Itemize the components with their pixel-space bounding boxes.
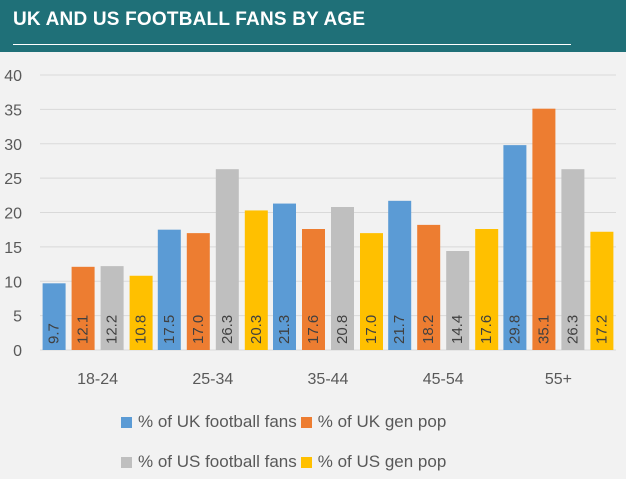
x-tick-label: 35-44 — [308, 371, 349, 388]
data-label: 17.6 — [478, 315, 495, 344]
bar — [71, 266, 95, 350]
bar — [157, 229, 181, 350]
data-label: 18.2 — [420, 315, 437, 344]
bar — [388, 200, 412, 350]
legend-row-2: % of US football fans % of US gen pop — [121, 452, 450, 472]
data-label: 17.6 — [305, 315, 322, 344]
legend-item-uk-genpop: % of UK gen pop — [300, 412, 447, 432]
data-label: 17.2 — [593, 315, 610, 344]
data-label: 9.7 — [46, 323, 63, 344]
bar — [417, 224, 441, 350]
legend-swatch-us-genpop — [300, 456, 312, 468]
bar — [561, 169, 585, 350]
bar — [331, 207, 354, 350]
y-tick-label: 30 — [4, 137, 22, 154]
title-bar: UK AND US FOOTBALL FANS BY AGE — [0, 0, 626, 52]
x-tick-label: 55+ — [545, 371, 572, 388]
bar — [42, 283, 66, 350]
y-tick-label: 25 — [4, 171, 22, 188]
data-label: 20.3 — [248, 315, 265, 344]
legend-item-uk-fans: % of UK football fans — [121, 412, 297, 432]
y-tick-label: 35 — [4, 102, 22, 119]
legend-label-uk-genpop: % of UK gen pop — [317, 412, 447, 431]
bar — [244, 210, 268, 350]
bar — [503, 145, 527, 350]
data-label: 10.8 — [133, 315, 150, 344]
y-tick-label: 5 — [13, 309, 22, 326]
legend-item-us-fans: % of US football fans — [121, 452, 297, 472]
bar — [446, 251, 470, 350]
legend-item-us-genpop: % of US gen pop — [300, 452, 447, 472]
data-label: 21.3 — [276, 315, 293, 344]
bar — [215, 169, 239, 350]
bar — [186, 233, 210, 350]
data-label: 17.5 — [161, 315, 178, 344]
legend-row-1: % of UK football fans % of UK gen pop — [121, 412, 450, 432]
data-label: 17.0 — [363, 315, 380, 344]
bar — [129, 275, 153, 350]
data-label: 21.7 — [391, 315, 408, 344]
data-label: 17.0 — [190, 315, 207, 344]
legend-label-us-genpop: % of US gen pop — [317, 452, 447, 471]
bar — [475, 229, 499, 350]
legend-label-us-fans: % of US football fans — [138, 452, 297, 471]
legend-swatch-uk-genpop — [300, 416, 312, 428]
data-label: 35.1 — [535, 315, 552, 344]
data-label: 26.3 — [219, 315, 236, 344]
data-label: 29.8 — [506, 315, 523, 344]
data-label: 12.2 — [104, 315, 121, 344]
legend-swatch-us-fans — [121, 456, 132, 468]
bar — [532, 108, 556, 350]
bar — [273, 203, 296, 350]
x-tick-label: 18-24 — [77, 371, 118, 388]
legend-swatch-uk-fans — [121, 416, 132, 428]
y-tick-label: 20 — [4, 206, 22, 223]
bar — [360, 233, 383, 350]
x-tick-label: 25-34 — [192, 371, 233, 388]
data-label: 26.3 — [564, 315, 581, 344]
data-label: 12.1 — [75, 315, 92, 344]
bar — [302, 229, 325, 350]
title-underline — [13, 44, 571, 45]
y-tick-label: 40 — [4, 68, 22, 85]
y-tick-label: 15 — [4, 240, 22, 257]
y-tick-label: 0 — [13, 343, 22, 360]
bar — [100, 266, 124, 350]
y-tick-label: 10 — [4, 274, 22, 291]
data-label: 20.8 — [334, 315, 351, 344]
data-label: 14.4 — [449, 315, 466, 344]
legend-label-uk-fans: % of UK football fans — [138, 412, 297, 431]
bar — [590, 231, 614, 350]
x-tick-label: 45-54 — [423, 371, 464, 388]
chart-title: UK AND US FOOTBALL FANS BY AGE — [13, 9, 366, 30]
